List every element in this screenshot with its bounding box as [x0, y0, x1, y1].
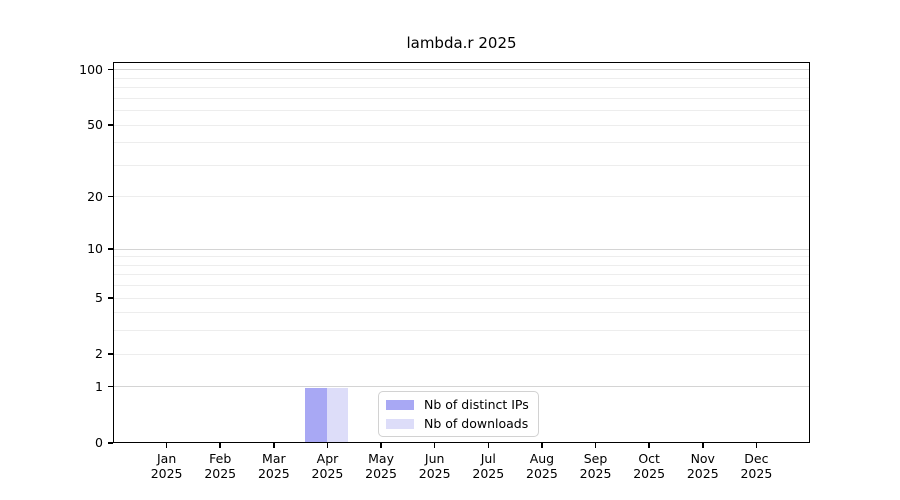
legend-item-distinct-ips: Nb of distinct IPs [386, 397, 529, 412]
y-tick-label-1: 1 [95, 378, 103, 394]
y-tick-label-100: 100 [79, 61, 103, 77]
x-tick-mark-jan [165, 443, 168, 448]
x-tick-mark-mar [273, 443, 275, 448]
gridline-9 [114, 256, 809, 258]
gridline-50 [114, 124, 809, 126]
x-tick-label-dec: Dec 2025 [740, 451, 773, 481]
gridline-1 [114, 386, 809, 388]
gridline-40 [114, 142, 809, 144]
x-tick-label-feb: Feb 2025 [204, 451, 237, 481]
legend-item-downloads: Nb of downloads [386, 416, 529, 431]
y-tick-mark-0 [108, 442, 113, 444]
y-tick-mark-20 [108, 195, 113, 198]
x-tick-mark-sep [594, 443, 597, 448]
gridline-5 [114, 297, 809, 299]
bar-apr-distinct-ips [305, 387, 327, 443]
legend-label-downloads: Nb of downloads [424, 416, 529, 431]
legend: Nb of distinct IPs Nb of downloads [378, 391, 539, 437]
plot-area [113, 62, 810, 443]
x-tick-mark-oct [648, 443, 650, 448]
y-tick-label-5: 5 [95, 290, 103, 306]
x-tick-mark-jun [433, 443, 436, 448]
y-tick-mark-100 [108, 68, 113, 71]
gridline-6 [114, 285, 809, 287]
x-tick-label-oct: Oct 2025 [633, 451, 666, 481]
x-tick-mark-apr [326, 443, 329, 448]
gridline-10 [114, 248, 809, 250]
x-tick-mark-dec [755, 443, 758, 448]
x-tick-mark-aug [541, 443, 543, 448]
y-tick-label-0: 0 [95, 435, 103, 450]
bar-apr-downloads [326, 387, 349, 443]
x-tick-label-jun: Jun 2025 [418, 451, 451, 481]
x-tick-label-apr: Apr 2025 [311, 451, 344, 481]
x-tick-mark-jul [487, 443, 490, 448]
gridline-7 [114, 274, 809, 276]
gridline-80 [114, 87, 809, 89]
legend-swatch-distinct-ips-icon [386, 399, 414, 410]
chart-title: lambda.r 2025 [406, 34, 517, 52]
gridline-2 [114, 353, 809, 355]
y-tick-label-20: 20 [87, 188, 103, 204]
y-tick-mark-1 [108, 385, 113, 388]
x-tick-mark-feb [219, 443, 221, 448]
x-tick-label-jul: Jul 2025 [472, 451, 505, 481]
y-tick-mark-50 [108, 124, 113, 126]
gridline-90 [114, 77, 809, 79]
gridline-3 [114, 330, 809, 332]
x-tick-label-may: May 2025 [365, 451, 397, 481]
y-tick-mark-2 [108, 353, 113, 355]
x-tick-label-sep: Sep 2025 [579, 451, 612, 481]
y-tick-label-2: 2 [95, 346, 103, 362]
x-tick-label-jan: Jan 2025 [150, 451, 183, 481]
gridline-8 [114, 264, 809, 266]
x-tick-mark-nov [702, 443, 704, 448]
x-tick-label-nov: Nov 2025 [686, 451, 719, 481]
y-tick-label-50: 50 [87, 117, 103, 133]
x-tick-mark-may [380, 443, 382, 448]
legend-label-distinct-ips: Nb of distinct IPs [424, 397, 529, 412]
y-tick-mark-5 [108, 297, 113, 299]
gridline-100 [114, 69, 809, 71]
gridline-4 [114, 312, 809, 314]
x-tick-label-aug: Aug 2025 [526, 451, 558, 481]
x-tick-label-mar: Mar 2025 [257, 451, 290, 481]
gridline-60 [114, 110, 809, 112]
y-tick-label-10: 10 [87, 241, 103, 257]
gridline-30 [114, 164, 809, 166]
legend-swatch-downloads-icon [386, 418, 414, 429]
gridline-70 [114, 97, 809, 99]
y-tick-mark-10 [108, 248, 113, 250]
gridline-20 [114, 196, 809, 198]
